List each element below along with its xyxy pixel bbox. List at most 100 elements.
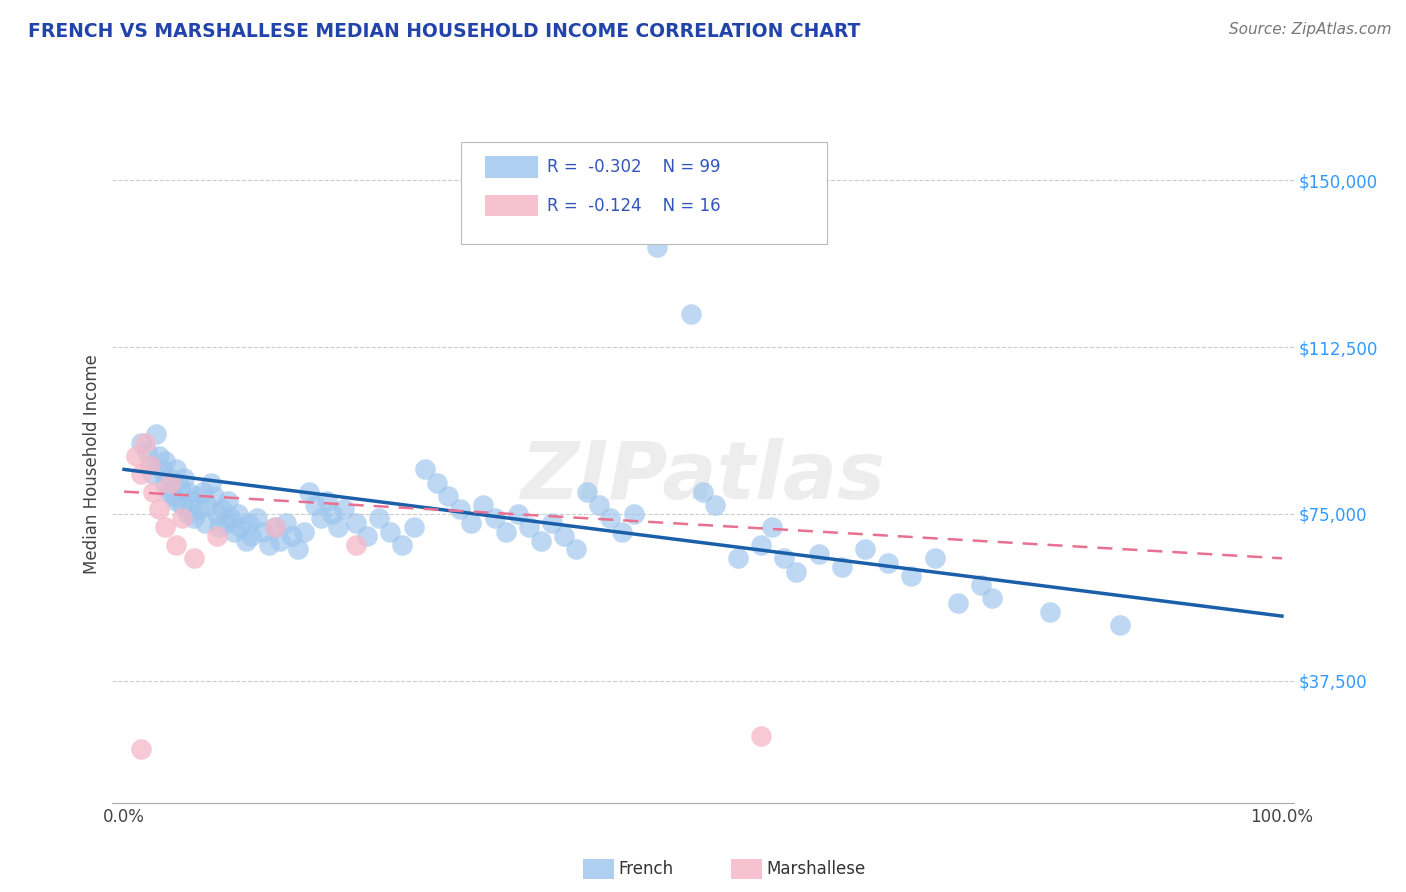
Y-axis label: Median Household Income: Median Household Income (83, 354, 101, 574)
Point (238, 516, 260, 530)
Point (184, 489, 207, 503)
Point (328, 520, 350, 534)
Point (269, 533, 291, 548)
Point (437, 489, 460, 503)
Point (773, 551, 796, 566)
Text: R =  -0.124    N = 16: R = -0.124 N = 16 (547, 197, 721, 215)
Point (136, 444, 159, 458)
Point (588, 498, 610, 512)
Point (344, 538, 367, 552)
Point (124, 449, 146, 463)
Point (165, 493, 187, 508)
Point (148, 502, 170, 516)
Point (484, 511, 506, 525)
Point (703, 498, 725, 512)
Point (749, 729, 772, 743)
Point (153, 520, 176, 534)
Point (645, 240, 668, 254)
Point (530, 533, 553, 548)
Text: ZIPatlas: ZIPatlas (520, 438, 886, 516)
Point (517, 520, 540, 534)
Point (169, 480, 191, 494)
Point (165, 462, 187, 476)
Point (188, 502, 211, 516)
Point (180, 493, 202, 508)
Point (900, 569, 922, 583)
Point (263, 520, 285, 534)
Point (217, 493, 239, 508)
Point (202, 489, 225, 503)
Point (263, 520, 285, 534)
Point (138, 458, 160, 472)
Point (298, 484, 321, 499)
Point (1039, 605, 1062, 619)
Point (807, 547, 830, 561)
Point (246, 511, 269, 525)
Point (610, 524, 633, 539)
Point (170, 511, 193, 525)
Point (831, 560, 853, 574)
Point (177, 507, 200, 521)
Bar (485, 156, 537, 178)
Point (134, 435, 156, 450)
Point (222, 524, 245, 539)
Point (252, 524, 274, 539)
Point (472, 498, 495, 512)
Point (131, 467, 153, 481)
Point (541, 516, 564, 530)
Point (183, 511, 205, 525)
Point (460, 516, 482, 530)
Point (153, 475, 176, 490)
Point (333, 502, 356, 516)
Point (576, 484, 599, 499)
Point (148, 449, 170, 463)
Point (315, 493, 337, 508)
Bar (485, 194, 537, 217)
Point (981, 591, 1004, 606)
Point (1108, 618, 1130, 632)
Point (599, 511, 621, 525)
Text: Source: ZipAtlas.com: Source: ZipAtlas.com (1229, 22, 1392, 37)
Point (205, 507, 228, 521)
Point (692, 484, 714, 499)
Point (226, 507, 249, 521)
FancyBboxPatch shape (461, 142, 827, 244)
Point (145, 426, 167, 441)
Point (194, 516, 217, 530)
Point (946, 596, 969, 610)
Point (321, 507, 343, 521)
Point (426, 475, 449, 490)
Point (200, 475, 222, 490)
Point (402, 520, 425, 534)
Point (281, 529, 304, 543)
Point (173, 471, 195, 485)
Point (142, 484, 165, 499)
Point (391, 538, 413, 552)
Point (229, 520, 252, 534)
Point (183, 551, 205, 566)
Point (215, 516, 238, 530)
Point (292, 524, 315, 539)
Point (208, 520, 231, 534)
Text: French: French (619, 860, 673, 878)
Point (304, 498, 326, 512)
Text: FRENCH VS MARSHALLESE MEDIAN HOUSEHOLD INCOME CORRELATION CHART: FRENCH VS MARSHALLESE MEDIAN HOUSEHOLD I… (28, 22, 860, 41)
Text: R =  -0.302    N = 99: R = -0.302 N = 99 (547, 158, 721, 176)
Point (159, 471, 181, 485)
Point (853, 542, 876, 557)
Point (564, 542, 586, 557)
Point (681, 307, 703, 321)
Point (380, 524, 402, 539)
Point (177, 484, 200, 499)
Point (240, 529, 263, 543)
Point (727, 551, 749, 566)
Point (309, 511, 332, 525)
Point (623, 507, 645, 521)
Point (761, 520, 783, 534)
Point (344, 516, 367, 530)
Point (191, 484, 214, 499)
Point (257, 538, 280, 552)
Point (287, 542, 309, 557)
Point (877, 556, 900, 570)
Point (553, 529, 575, 543)
